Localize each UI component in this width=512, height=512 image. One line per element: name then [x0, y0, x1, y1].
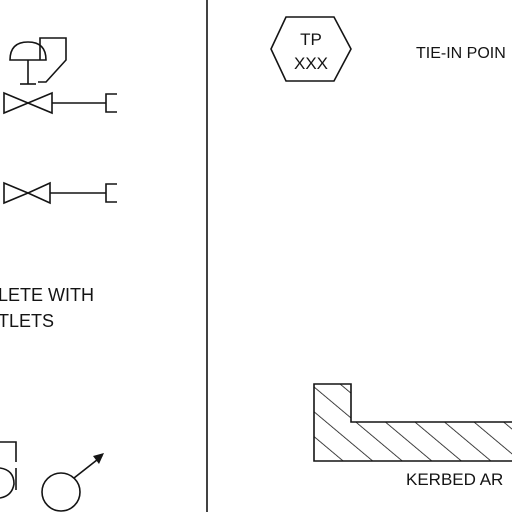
valve-body-right-icon — [25, 91, 53, 115]
circle-with-arrow-icon — [41, 472, 81, 512]
tie-in-badge-line-2: XXX — [294, 54, 328, 73]
hatched-kerb-icon — [313, 383, 512, 462]
blind-end-cap-icon — [105, 93, 117, 113]
kerbed-area-label: KERBED AR — [406, 470, 503, 489]
instrument-symbols — [0, 441, 103, 512]
diaphragm-actuator-icon — [9, 41, 47, 61]
valve-body-left-icon — [3, 91, 31, 115]
tie-in-point-label: TIE-IN POIN — [416, 45, 506, 62]
actuator-housing-icon — [38, 37, 67, 83]
kerbed-area-symbol — [313, 383, 512, 462]
hexagon-icon — [270, 16, 352, 82]
legend-text-line-2: TLETS — [0, 311, 54, 331]
box-symbol-partial-icon — [0, 441, 17, 462]
arrow-head-icon — [93, 453, 104, 464]
manual-valve-symbol — [3, 181, 117, 205]
tie-in-point-badge: TP XXX — [270, 16, 352, 82]
actuated-valve-symbol — [3, 37, 117, 115]
legend-text-line-1: LETE WITH — [0, 285, 94, 305]
valve-body-left-icon — [3, 181, 31, 205]
blind-end-cap-icon — [105, 183, 117, 203]
circle-symbol-partial-icon — [0, 467, 15, 499]
valve-body-right-icon — [26, 181, 51, 205]
tie-in-badge-line-1: TP — [300, 30, 322, 49]
